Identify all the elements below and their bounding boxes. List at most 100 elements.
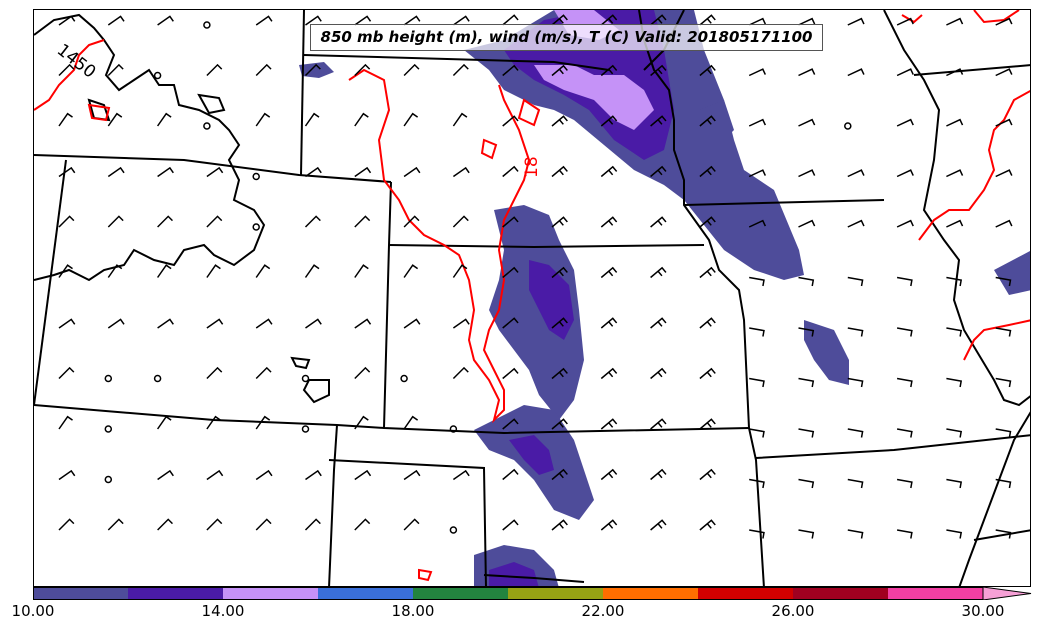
state-border <box>913 64 1030 76</box>
wind-barb <box>946 118 964 127</box>
colorbar-bin <box>508 587 603 600</box>
wind-barb <box>305 469 322 481</box>
wind-band-north-max <box>534 65 654 130</box>
wind-barbs <box>58 14 1013 539</box>
colorbar-tick-label: 10.00 <box>11 602 55 620</box>
wind-barb <box>995 327 1012 337</box>
state-border <box>300 10 305 176</box>
colorbar-tick-label: 30.00 <box>961 602 1005 620</box>
wind-barb <box>995 276 1012 287</box>
wind-barb <box>502 165 519 178</box>
wind-barb <box>995 169 1013 178</box>
wind-barb <box>896 118 914 127</box>
wind-barb <box>600 14 618 26</box>
wind-barb <box>157 318 174 329</box>
wind-barb <box>699 468 716 481</box>
wind-barb <box>600 266 618 279</box>
wind-barb <box>699 165 716 178</box>
wind-barb <box>896 529 913 539</box>
temperature-contour-18 <box>348 68 531 424</box>
wind-barb <box>354 215 371 228</box>
calm-wind-circle <box>153 374 162 383</box>
wind-barb <box>699 367 716 380</box>
wind-barb <box>452 366 469 380</box>
wind-barb <box>452 264 468 278</box>
wind-barb <box>699 14 716 26</box>
wind-barb <box>304 518 321 531</box>
state-border <box>748 427 765 586</box>
colorbar-bin <box>698 587 793 600</box>
wind-barb <box>798 377 815 388</box>
wind-barb <box>354 415 369 430</box>
wind-barb <box>995 377 1012 388</box>
wind-barb <box>305 166 322 178</box>
wind-barb <box>995 428 1012 438</box>
temperature-contour-east <box>963 319 1030 361</box>
wind-barb <box>551 165 568 178</box>
wind-barb <box>255 318 273 329</box>
wind-barb <box>749 276 765 287</box>
wind-barb <box>502 317 519 329</box>
calm-wind-circle <box>203 122 211 130</box>
state-border <box>328 424 338 586</box>
wind-barb <box>354 15 372 26</box>
colorbar-bin <box>318 587 413 600</box>
wind-barb <box>847 169 865 178</box>
wind-barb <box>946 428 963 438</box>
wind-barb <box>650 266 667 279</box>
wind-barb <box>699 216 716 228</box>
wind-barb <box>847 219 865 228</box>
wind-barb <box>502 64 519 77</box>
wind-barb <box>58 112 73 127</box>
wind-barb <box>551 317 568 329</box>
wind-barb <box>354 264 369 278</box>
wind-band-bottom-core <box>489 562 539 586</box>
wind-barb <box>896 428 913 438</box>
colorbar-tick-label: 14.00 <box>201 602 245 620</box>
wind-barb <box>847 428 864 438</box>
wind-barb <box>749 327 765 337</box>
wind-barb <box>995 219 1013 228</box>
wind-barb <box>748 169 767 178</box>
wind-barb <box>600 468 618 481</box>
wind-shading <box>299 10 1030 586</box>
height-contour-1450 <box>34 13 266 282</box>
wind-barb <box>699 115 716 127</box>
wind-barb <box>946 219 964 228</box>
state-border <box>388 244 705 249</box>
wind-barb <box>749 428 765 438</box>
wind-barb <box>156 264 172 278</box>
calm-wind-circle <box>449 526 458 534</box>
wind-barb <box>600 165 618 178</box>
wind-barb <box>58 415 73 430</box>
wind-patch-ne <box>699 100 734 140</box>
wind-barb <box>107 518 124 531</box>
wind-barb <box>600 64 618 77</box>
wind-barb <box>58 15 76 26</box>
wind-barb <box>551 519 568 531</box>
wind-barb <box>600 317 618 329</box>
temperature-contour-east <box>918 89 1030 241</box>
wind-barb <box>699 317 716 329</box>
wind-barb <box>946 377 963 388</box>
wind-barb <box>157 518 173 531</box>
colorbar-bin <box>888 587 983 600</box>
wind-barb <box>157 215 173 228</box>
colorbar-bin <box>223 587 318 600</box>
wind-barb <box>798 276 815 287</box>
map-panel: 1450 18 850 mb height (m), wind (m/s), T… <box>33 9 1031 587</box>
wind-band-central-core <box>529 260 574 340</box>
wind-band-central <box>489 205 584 420</box>
wind-barb <box>403 469 421 481</box>
wind-barb <box>798 327 815 337</box>
wind-barb <box>650 317 667 329</box>
wind-barb <box>502 468 519 481</box>
height-contour-loop <box>302 379 330 404</box>
temperature-contour-top <box>901 14 923 24</box>
wind-barb <box>946 529 963 539</box>
wind-barb <box>748 118 767 127</box>
wind-barb <box>452 63 469 77</box>
wind-barb <box>354 318 372 329</box>
wind-barb <box>452 166 470 178</box>
height-contour-loop <box>197 93 226 115</box>
